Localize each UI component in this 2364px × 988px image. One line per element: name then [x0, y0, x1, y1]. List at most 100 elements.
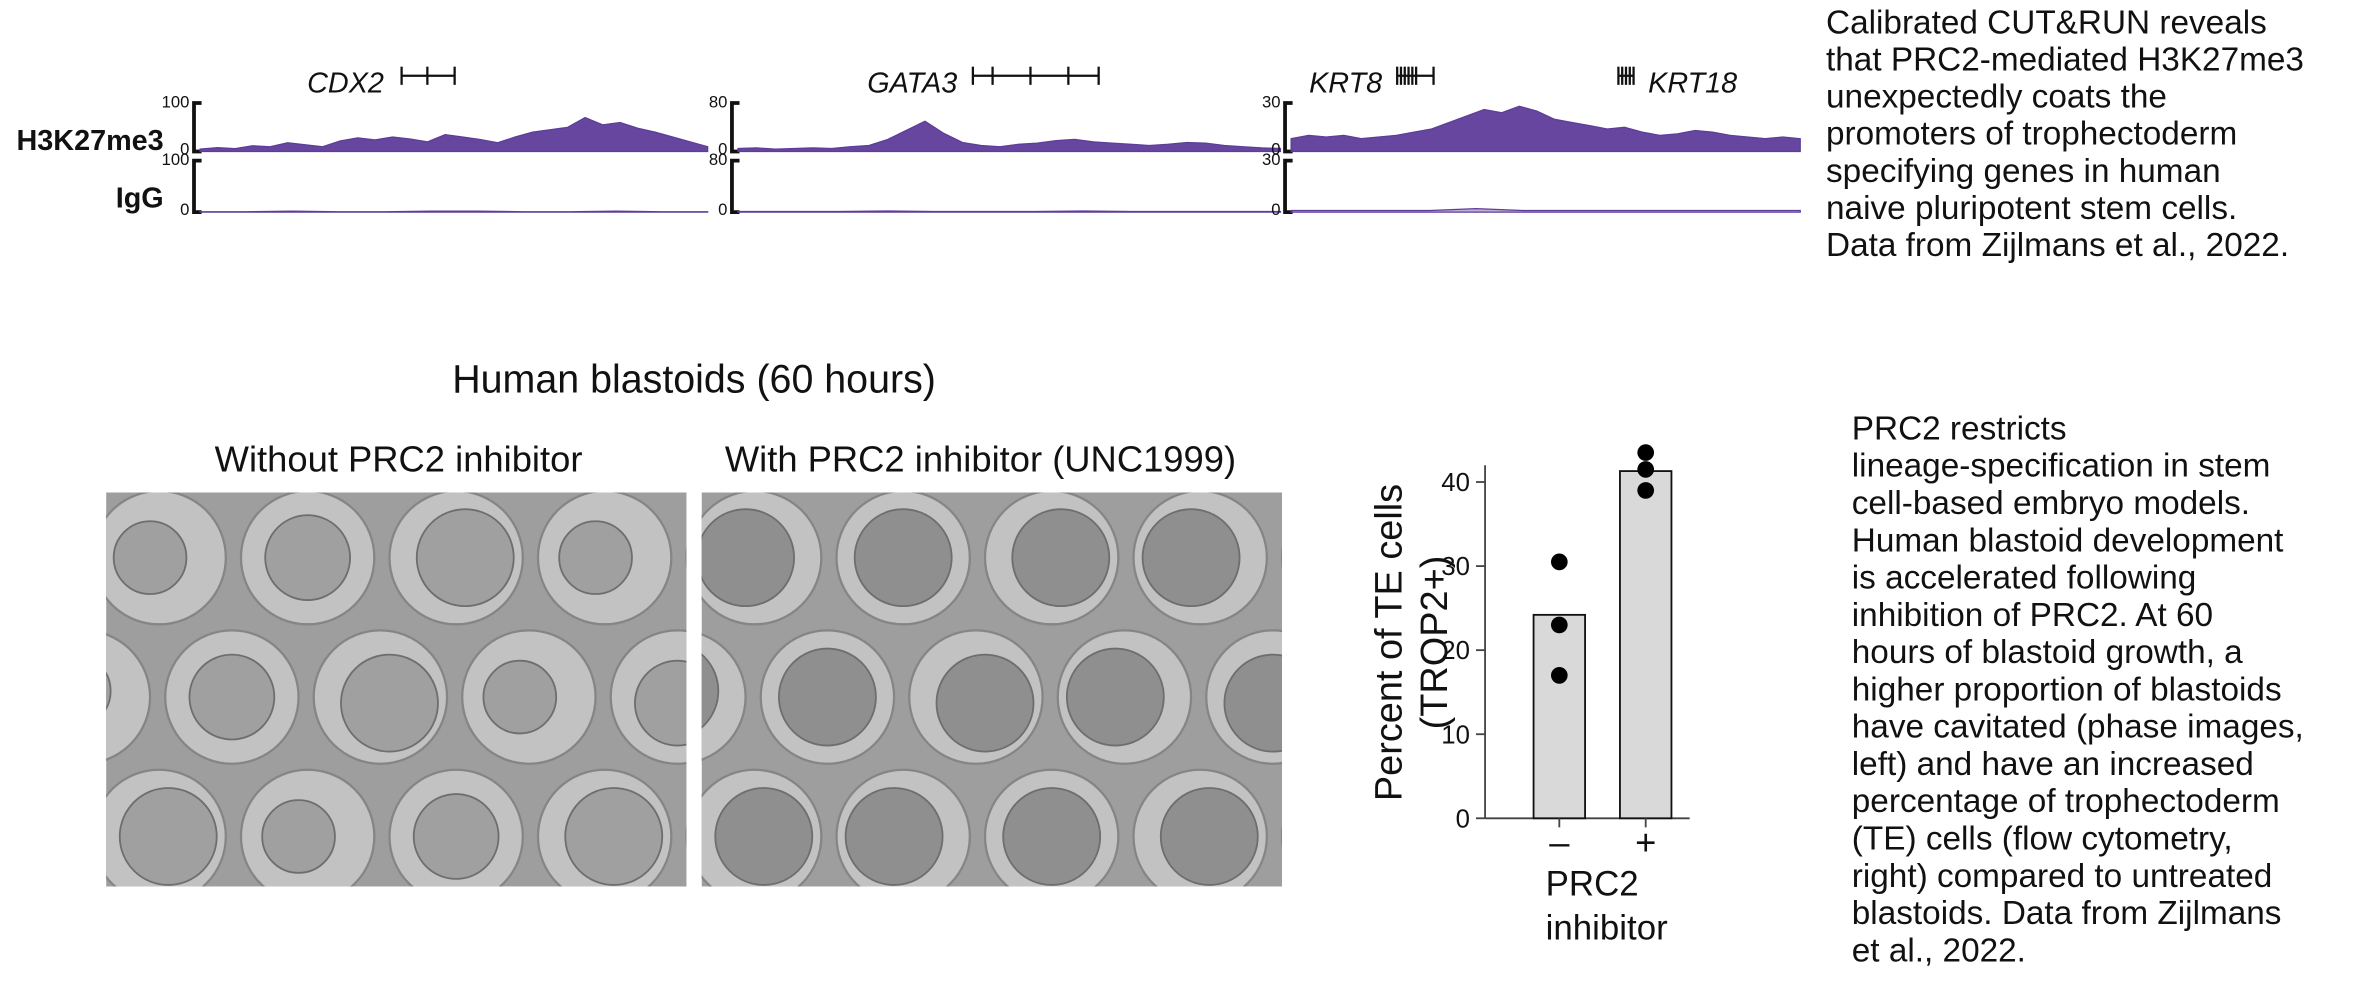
x-axis-label: inhibitor	[1546, 909, 1668, 948]
caption-line: percentage of trophectoderm	[1852, 783, 2280, 820]
blastoid	[935, 653, 1035, 753]
track-axis	[730, 158, 740, 215]
track-axis	[1283, 101, 1293, 154]
signal-track	[737, 120, 1282, 153]
track-scale-label: 100	[162, 93, 190, 112]
caption-line: is accelerated following	[1852, 560, 2197, 597]
y-tick-label: 0	[1456, 805, 1470, 833]
blastoid	[558, 520, 633, 595]
track-axis	[1283, 158, 1293, 215]
track-scale-label: 80	[709, 150, 728, 169]
data-point	[1637, 461, 1655, 478]
caption-line: specifying genes in human	[1826, 153, 2221, 190]
caption-line: blastoids. Data from Zijlmans	[1852, 895, 2282, 932]
caption-line: naive pluripotent stem cells.	[1826, 190, 2237, 227]
blastoid	[112, 520, 188, 595]
data-point	[1550, 553, 1568, 571]
data-point	[1637, 444, 1655, 461]
blastoid	[415, 508, 515, 608]
caption-line: promoters of trophectoderm	[1826, 116, 2237, 153]
blastoid	[701, 653, 720, 729]
signal-track	[199, 116, 709, 153]
bar	[1619, 470, 1673, 820]
track-scale-label: 0	[718, 200, 727, 219]
track-scale-label: 0	[1271, 140, 1280, 159]
blastoid	[482, 659, 558, 735]
caption-line: Human blastoid development	[1852, 522, 2284, 559]
blastoid	[106, 671, 112, 711]
data-point	[1550, 616, 1568, 634]
track-axis	[730, 101, 740, 154]
blastoid	[261, 799, 336, 874]
x-axis-label: PRC2	[1546, 865, 1639, 904]
blastoid	[340, 653, 439, 753]
caption-line: that PRC2-mediated H3K27me3	[1826, 41, 2304, 78]
panel-title: With PRC2 inhibitor (UNC1999)	[725, 438, 1236, 479]
gene-label: CDX2	[307, 67, 384, 99]
blastoid	[778, 647, 877, 747]
blastoid	[412, 793, 500, 880]
blastoid	[1159, 787, 1259, 886]
track-axis	[192, 158, 202, 215]
caption-line: lineage-specification in stem	[1852, 448, 2271, 485]
micrograph	[701, 492, 1283, 887]
panel-title: Without PRC2 inhibitor	[215, 438, 583, 479]
caption-line: unexpectedly coats the	[1826, 79, 2167, 116]
signal-track	[737, 210, 1282, 213]
caption-line: higher proportion of blastoids	[1852, 671, 2282, 708]
data-point	[1550, 667, 1568, 684]
blastoid	[0, 794, 53, 879]
blastoid	[564, 787, 664, 886]
micrograph	[0, 491, 687, 903]
well	[0, 491, 77, 624]
microscopy-images	[0, 491, 1283, 903]
track-scale-label: 0	[1271, 200, 1280, 219]
y-tick-label: 40	[1441, 469, 1470, 497]
blastoid	[701, 508, 795, 608]
y-axis-label: (TROP2+)	[1414, 556, 1456, 730]
track-scale-label: 100	[162, 150, 190, 169]
bar	[1532, 613, 1586, 820]
y-tick-label: 20	[1441, 637, 1470, 665]
well	[701, 633, 747, 761]
track-scale-label: 0	[180, 200, 189, 219]
signal-track	[1290, 208, 1801, 213]
caption-line: cell-based embryo models.	[1852, 485, 2250, 522]
track-axis	[192, 101, 202, 154]
caption-line: et al., 2022.	[1852, 932, 2026, 969]
track-scale-label: 0	[180, 140, 189, 159]
track-scale-label: 80	[709, 93, 728, 112]
caption-line: hours of blastoid growth, a	[1852, 634, 2243, 671]
well	[0, 770, 77, 903]
blastoid	[118, 787, 218, 886]
x-tick-label: +	[1635, 822, 1656, 863]
gene-label: KRT18	[1648, 67, 1737, 99]
row-label: IgG	[116, 183, 164, 215]
blastoid-title: Human blastoids (60 hours)	[452, 357, 936, 401]
blastoid	[264, 514, 351, 601]
blastoid	[714, 787, 814, 886]
row-label: H3K27me3	[16, 125, 163, 157]
caption-line: inhibition of PRC2. At 60	[1852, 597, 2213, 634]
blastoid	[853, 508, 953, 608]
blastoid	[1141, 508, 1241, 608]
caption-line: right) compared to untreated	[1852, 858, 2273, 895]
y-tick-label: 10	[1441, 721, 1470, 749]
blastoid	[0, 509, 41, 606]
track-scale-label: 0	[718, 140, 727, 159]
blastoid	[1002, 787, 1102, 886]
caption-line: left) and have an increased	[1852, 746, 2254, 783]
caption-line: Data from Zijlmans et al., 2022.	[1826, 227, 2289, 264]
caption-line: PRC2 restricts	[1852, 410, 2067, 447]
blastoid	[1223, 653, 1283, 753]
signal-track	[1290, 105, 1801, 153]
blastoid	[1011, 508, 1111, 608]
caption-line: (TE) cells (flow cytometry,	[1852, 820, 2233, 857]
track-scale-label: 30	[1262, 93, 1281, 112]
blastoid	[188, 653, 276, 741]
blastoid	[1065, 647, 1165, 747]
x-tick-label: –	[1549, 822, 1570, 863]
signal-track	[199, 210, 709, 213]
